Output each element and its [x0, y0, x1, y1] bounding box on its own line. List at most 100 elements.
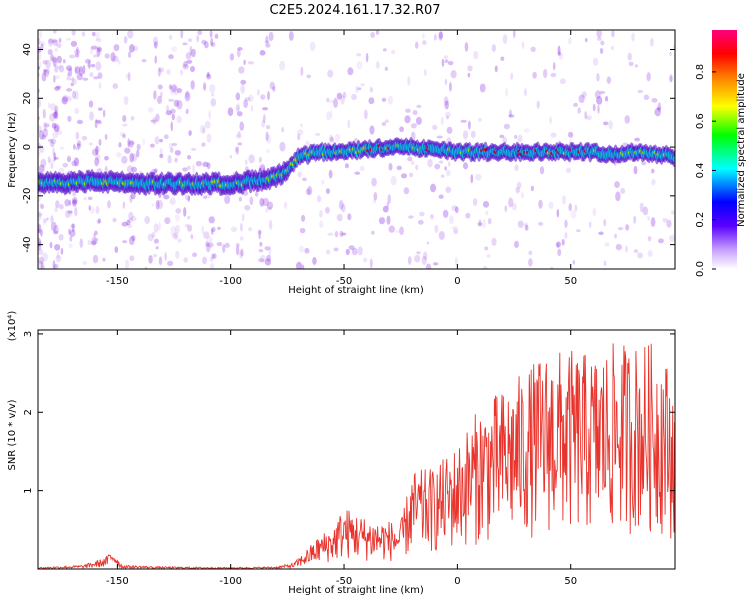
spectrogram-noise-cell: [235, 105, 240, 113]
snr-y-axis: 1 2 3: [23, 331, 675, 494]
spectrogram-noise-cell: [356, 60, 363, 70]
spectrogram-noise-cell: [71, 201, 76, 206]
spectrogram-noise-cell: [325, 188, 331, 194]
spectrogram-noise-cell: [347, 213, 352, 221]
spectrogram-noise-cell: [206, 236, 213, 244]
spectrogram-noise-cell: [241, 213, 245, 222]
spectrogram-noise-cell: [182, 167, 188, 172]
x-tick-label: 50: [564, 276, 577, 287]
spectrogram-noise-cell: [189, 45, 193, 56]
spectrogram-noise-cell: [75, 146, 80, 151]
spectrogram-noise-cell: [445, 169, 451, 177]
spectrogram-noise-cell: [122, 240, 128, 244]
spectrogram-noise-cell: [487, 218, 492, 225]
spectrogram-noise-cell: [434, 163, 441, 170]
spectrogram-noise-cell: [454, 206, 459, 214]
spectrogram-noise-cell: [266, 201, 274, 210]
spectrogram-noise-cell: [611, 30, 615, 38]
spectrogram-noise-cell: [423, 69, 427, 76]
spectrogram-noise-cell: [43, 218, 48, 224]
spectrogram-noise-cell: [73, 78, 77, 85]
spectrogram-noise-cell: [126, 165, 134, 174]
spectrogram-noise-cell: [70, 82, 75, 87]
spectrogram-noise-cell: [190, 233, 194, 240]
spectrogram-noise-cell: [297, 171, 302, 178]
spectrogram-noise-cell: [523, 88, 527, 97]
spectrogram-noise-cell: [624, 115, 630, 124]
spectrogram-noise-cell: [96, 45, 102, 56]
spectrogram-noise-cell: [263, 113, 266, 124]
spectrogram-noise-cell: [45, 59, 51, 69]
spectrogram-noise-cell: [159, 138, 163, 143]
spectrogram-noise-cell: [597, 104, 600, 114]
spectrogram-noise-cell: [88, 100, 94, 108]
spectrogram-noise-cell: [296, 261, 303, 269]
spectrogram-noise-cell: [438, 230, 445, 240]
spectrogram-noise-cell: [369, 258, 373, 269]
spectrogram-noise-cell: [74, 206, 78, 217]
spectrogram-noise-cell: [39, 30, 42, 39]
spectrogram-noise-cell: [184, 91, 191, 102]
spectrogram-noise-cell: [54, 105, 59, 114]
spectrogram-noise-cell: [136, 143, 141, 151]
spectrogram-noise-cell: [52, 260, 56, 269]
spectrogram-noise-cell: [264, 40, 270, 45]
spectrogram-noise-cell: [52, 111, 58, 119]
spectrogram-x-label: Height of straight line (km): [288, 285, 424, 296]
spectrogram-noise-cell: [329, 109, 333, 120]
spectrogram-noise-cell: [168, 98, 175, 102]
spectrogram-noise-cell: [387, 95, 394, 105]
spectrogram-noise-cell: [199, 124, 206, 134]
spectrogram-noise-cell: [592, 208, 597, 217]
spectrogram-noise-cell: [390, 175, 397, 186]
spectrogram-noise-cell: [40, 203, 44, 210]
spectrogram-noise-cell: [649, 37, 654, 47]
spectrogram-noise-cell: [177, 238, 182, 243]
spectrogram-noise-cell: [329, 134, 333, 142]
spectrogram-noise-cell: [168, 34, 173, 40]
spectrogram-noise-cell: [121, 155, 128, 164]
spectrogram-noise-cell: [412, 110, 418, 116]
spectrogram-noise-cell: [260, 94, 266, 100]
spectrogram-noise-cell: [169, 109, 173, 117]
spectrogram-noise-cell: [363, 109, 368, 120]
spectrogram-noise-cell: [129, 152, 134, 163]
spectrogram-noise-cell: [131, 235, 136, 242]
spectrogram-noise-cell: [56, 251, 60, 259]
spectrogram-noise-cell: [57, 64, 62, 70]
spectrogram-noise-cell: [508, 114, 515, 118]
spectrogram-noise-cell: [257, 229, 262, 235]
spectrogram-noise-cell: [244, 96, 251, 102]
spectrogram-noise-cell: [82, 64, 86, 75]
spectrogram-noise-cell: [206, 133, 212, 143]
spectrogram-noise-cell: [647, 249, 653, 257]
spectrogram-noise-cell: [417, 220, 424, 225]
spectrogram-noise-cell: [53, 123, 60, 132]
spectrogram-noise-cell: [128, 141, 135, 145]
spectrogram-noise-cell: [283, 201, 288, 210]
spectrogram-noise-cell: [243, 99, 248, 109]
spectrogram-noise-cell: [142, 138, 146, 146]
spectrogram-noise-cell: [240, 222, 243, 232]
spectrogram-noise-cell: [445, 115, 450, 120]
spectrogram-noise-cell: [634, 137, 640, 142]
spectrogram-noise-cell: [93, 238, 99, 242]
spectrogram-noise-cell: [79, 238, 84, 248]
colorbar-tick-label: 0.8: [695, 64, 706, 80]
spectrogram-noise-cell: [462, 130, 469, 140]
spectrogram-noise-cell: [259, 241, 263, 247]
spectrogram-noise-cell: [171, 233, 179, 239]
spectrogram-noise-cell: [89, 206, 96, 214]
spectrogram-noise-cell: [211, 226, 216, 233]
spectrogram-noise-cell: [62, 59, 66, 64]
spectrogram-noise-cell: [478, 117, 482, 122]
spectrogram-noise-cell: [210, 98, 217, 107]
spectrogram-noise-cell: [631, 32, 635, 42]
spectrogram-noise-cell: [97, 218, 102, 224]
spectrogram-noise-cell: [70, 229, 76, 237]
spectrogram-noise-cell: [38, 129, 44, 140]
spectrogram-noise-cell: [91, 31, 96, 37]
spectrogram-noise-cell: [433, 34, 437, 41]
spectrogram-noise-cell: [444, 78, 448, 86]
spectrogram-y-label: Frequency (Hz): [7, 112, 18, 188]
